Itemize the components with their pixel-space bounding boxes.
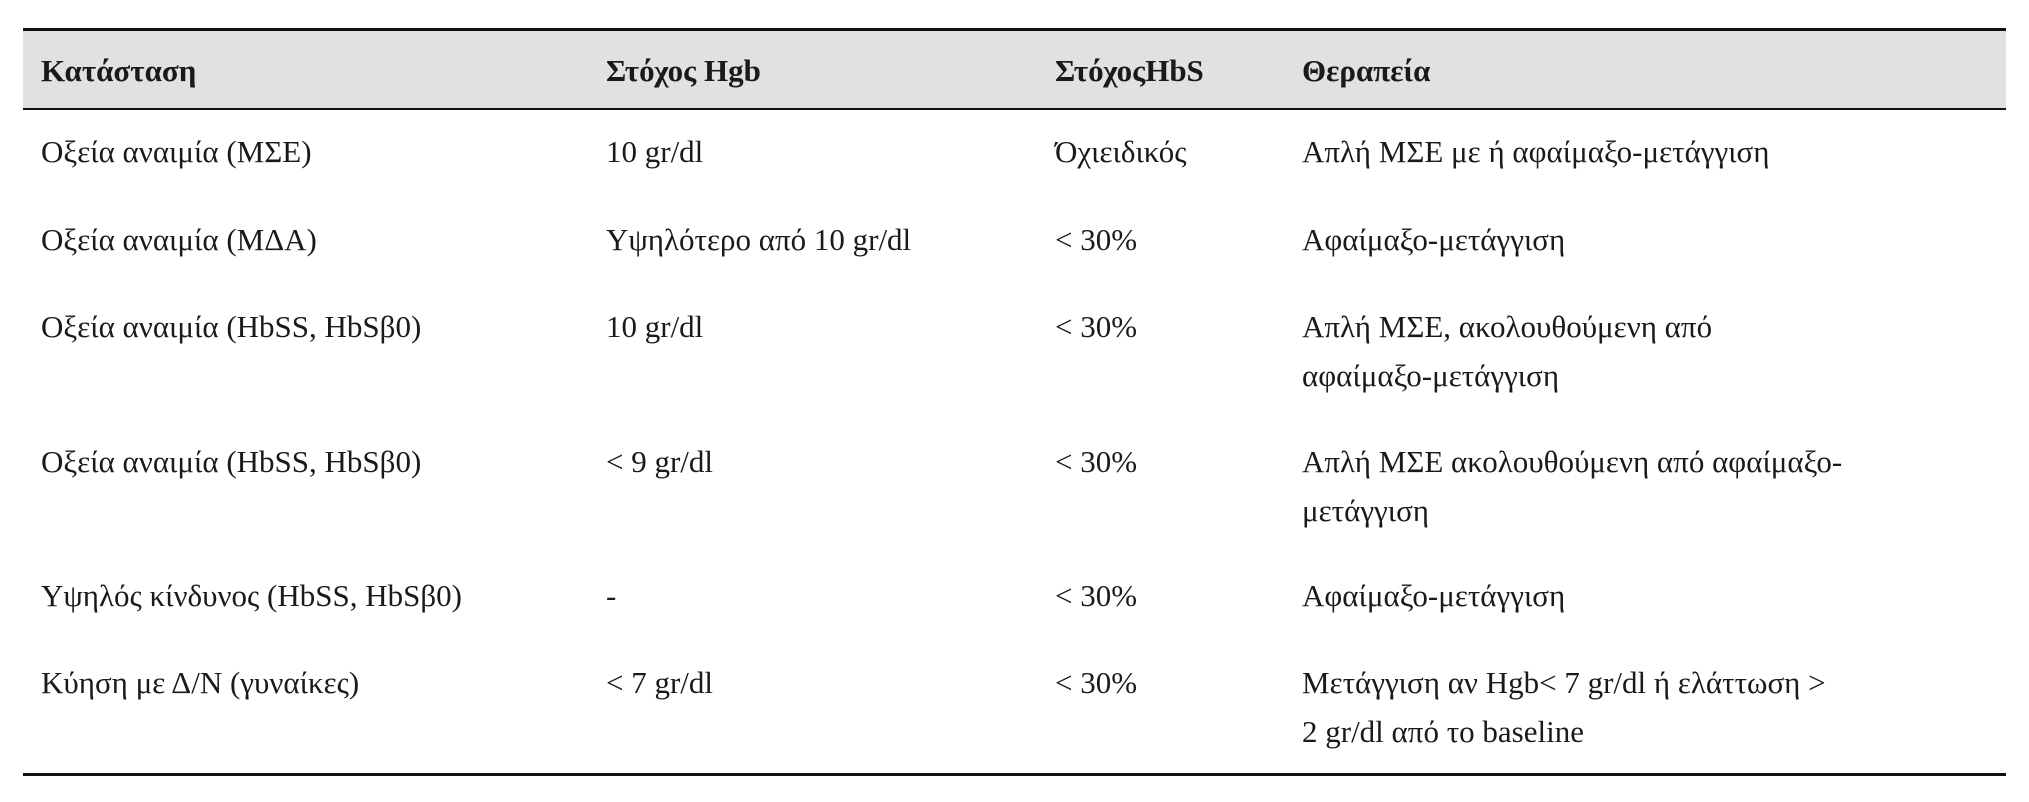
- therapy-cell: Απλή ΜΣΕ με ή αφαίμαξο-μετάγγιση: [1302, 127, 1769, 176]
- condition-cell: Οξεία αναιμία (ΜΔΑ): [41, 222, 317, 257]
- hgb-target-cell: < 7 gr/dl: [606, 665, 714, 700]
- therapy-line: Μετάγγιση αν Hgb< 7 gr/dl ή ελάττωση >: [1302, 665, 1826, 700]
- hgb-target-cell: < 9 gr/dl: [606, 444, 714, 479]
- hgb-target-cell: -: [606, 578, 617, 613]
- condition-cell: Οξεία αναιμία (HbSS, HbSβ0): [41, 309, 422, 344]
- therapy-line: 2 gr/dl από το baseline: [1302, 714, 1584, 749]
- therapy-cell: Απλή ΜΣΕ, ακολουθούμενη από αφαίμαξο-μετά…: [1302, 302, 1712, 400]
- hbs-target-cell: < 30%: [1055, 444, 1138, 479]
- hbs-target-cell: < 30%: [1055, 309, 1138, 344]
- header-therapy: Θεραπεία: [1302, 53, 1431, 88]
- hbs-target-cell: < 30%: [1055, 222, 1138, 257]
- condition-cell: Οξεία αναιμία (HbSS, HbSβ0): [41, 444, 422, 479]
- hgb-target-cell: Υψηλότερο από 10 gr/dl: [606, 222, 912, 257]
- bottom-rule: [23, 773, 2006, 776]
- therapy-line: Απλή ΜΣΕ ακολουθούμενη από αφαίμαξο-: [1302, 444, 1843, 479]
- condition-cell: Υψηλός κίνδυνος (HbSS, HbSβ0): [41, 578, 462, 613]
- hgb-target-cell: 10 gr/dl: [606, 309, 704, 344]
- therapy-line: αφαίμαξο-μετάγγιση: [1302, 358, 1560, 393]
- hgb-target-cell: 10 gr/dl: [606, 134, 704, 169]
- therapy-line: Απλή ΜΣΕ με ή αφαίμαξο-μετάγγιση: [1302, 134, 1770, 169]
- therapy-line: Αφαίμαξο-μετάγγιση: [1302, 222, 1566, 257]
- therapy-cell: Αφαίμαξο-μετάγγιση: [1302, 571, 1565, 620]
- therapy-cell: Μετάγγιση αν Hgb< 7 gr/dl ή ελάττωση > 2 …: [1302, 658, 1826, 756]
- therapy-cell: Αφαίμαξο-μετάγγιση: [1302, 215, 1565, 264]
- header-hgb-target: Στόχος Hgb: [606, 53, 761, 88]
- therapy-line: Απλή ΜΣΕ, ακολουθούμενη από: [1302, 309, 1713, 344]
- therapy-cell: Απλή ΜΣΕ ακολουθούμενη από αφαίμαξο-μετά…: [1302, 437, 1842, 535]
- condition-cell: Κύηση με Δ/Ν (γυναίκες): [41, 665, 360, 700]
- header-rule: [23, 108, 2006, 110]
- header-hbs-target: ΣτόχοςHbS: [1055, 53, 1204, 88]
- header-row: [23, 31, 2006, 109]
- top-rule: [23, 28, 2006, 31]
- therapy-line: μετάγγιση: [1302, 493, 1429, 528]
- hbs-target-cell: < 30%: [1055, 665, 1138, 700]
- therapy-line: Αφαίμαξο-μετάγγιση: [1302, 578, 1566, 613]
- header-condition: Κατάσταση: [41, 53, 197, 88]
- condition-cell: Οξεία αναιμία (ΜΣΕ): [41, 134, 312, 169]
- hbs-target-cell: < 30%: [1055, 578, 1138, 613]
- hbs-target-cell: Όχιειδικός: [1055, 134, 1187, 169]
